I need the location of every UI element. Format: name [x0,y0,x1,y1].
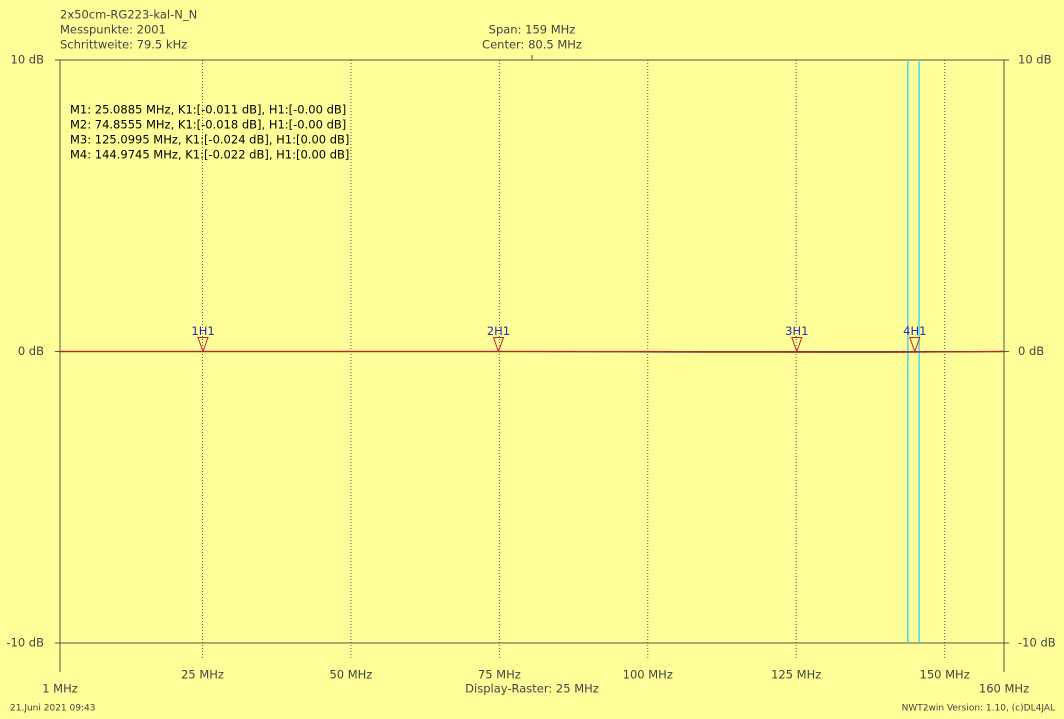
trace [60,350,1005,353]
marker [909,337,921,353]
chart-title: 2x50cm-RG223-kal-N_N [60,8,197,22]
info-text: Messpunkte: 2001 [60,23,166,37]
marker [791,337,803,353]
marker [197,337,209,353]
marker-tag: 1H1 [191,324,214,338]
info-text: Span: 159 MHz [489,23,576,37]
y-tick-label: 0 dB [18,344,44,358]
footer-date: 21.Juni 2021 09:43 [10,704,95,714]
marker-tag: 4H1 [903,324,926,338]
x-tick-label: 160 MHz [979,682,1029,696]
footer-version: NWT2win Version: 1.10, (c)DL4JAL [902,704,1055,714]
marker-readout: M1: 25.0885 MHz, K1:[-0.011 dB], H1:[-0.… [70,103,346,117]
y-tick-label: -10 dB [6,636,44,650]
marker-tag: 3H1 [785,324,808,338]
y-tick-label: 10 dB [1018,53,1052,67]
info-text: Center: 80.5 MHz [482,38,582,52]
y-tick-label: 0 dB [1018,344,1044,358]
x-tick-label: 150 MHz [920,668,970,682]
x-tick-label: 75 MHz [478,668,521,682]
x-tick-label: 25 MHz [181,668,224,682]
marker-readout: M3: 125.0995 MHz, K1:[-0.024 dB], H1:[0.… [70,133,349,147]
x-tick-label: 125 MHz [771,668,821,682]
info-text: Schrittweite: 79.5 kHz [60,38,187,52]
x-axis-label: Display-Raster: 25 MHz [465,682,599,696]
x-tick-label: 50 MHz [329,668,372,682]
marker-tag: 2H1 [487,324,510,338]
y-tick-label: 10 dB [11,53,45,67]
marker-readout: M2: 74.8555 MHz, K1:[-0.018 dB], H1:[-0.… [70,118,346,132]
x-tick-label: 100 MHz [623,668,673,682]
marker-readout: M4: 144.9745 MHz, K1:[-0.022 dB], H1:[0.… [70,148,349,162]
y-tick-label: -10 dB [1018,636,1056,650]
marker [492,337,505,353]
x-tick-label: 1 MHz [42,682,78,696]
